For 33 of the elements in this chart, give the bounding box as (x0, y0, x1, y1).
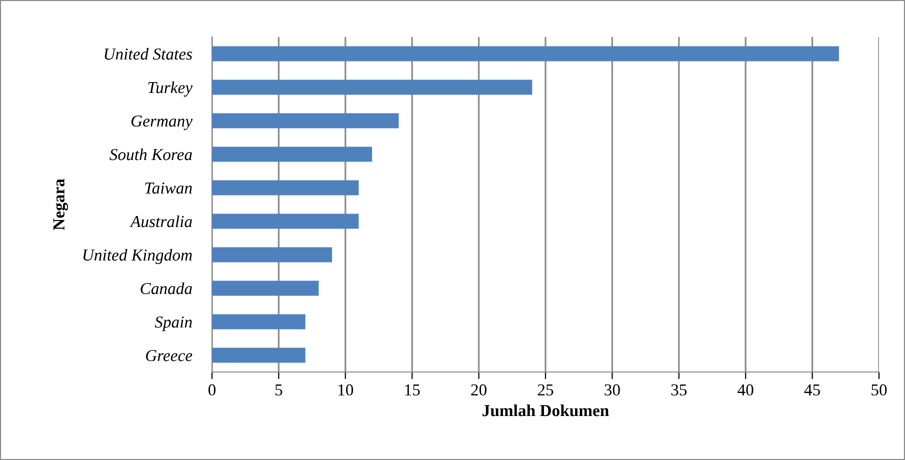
bar (212, 348, 306, 363)
bar (212, 314, 306, 330)
y-tick-label: United States (104, 48, 192, 60)
x-tick-label: 10 (338, 384, 354, 396)
x-tick-label: 45 (804, 384, 820, 396)
y-tick-label: Spain (154, 316, 192, 332)
bar (212, 247, 332, 262)
x-tick-label: 40 (738, 384, 754, 396)
y-axis-title: Negara (53, 178, 68, 230)
x-tick-label: 30 (604, 384, 620, 396)
bar (212, 146, 372, 162)
x-tick-label: 20 (471, 384, 486, 396)
x-tick-label: 25 (538, 384, 554, 396)
x-tick-label: 0 (208, 384, 216, 396)
y-tick-label: Turkey (148, 81, 193, 97)
x-axis-title: Jumlah Dokumen (482, 404, 609, 416)
bar (212, 46, 839, 62)
y-tick-label: United Kingdom (83, 248, 192, 264)
y-tick-label: Australia (130, 215, 192, 228)
x-tick-label: 15 (405, 384, 420, 396)
bar (212, 113, 399, 128)
x-tick-label: 35 (671, 384, 687, 396)
y-tick-label: Greece (146, 350, 192, 362)
y-tick-label: Taiwan (145, 182, 192, 194)
y-tick-label: South Korea (110, 148, 192, 160)
x-tick-label: 5 (276, 384, 282, 396)
y-tick-label: Germany (131, 115, 193, 130)
bar (212, 214, 359, 229)
bar (212, 80, 532, 95)
x-tick-label: 50 (872, 384, 887, 396)
y-tick-label: Canada (140, 282, 192, 294)
bar (212, 180, 359, 196)
bar (212, 280, 319, 296)
